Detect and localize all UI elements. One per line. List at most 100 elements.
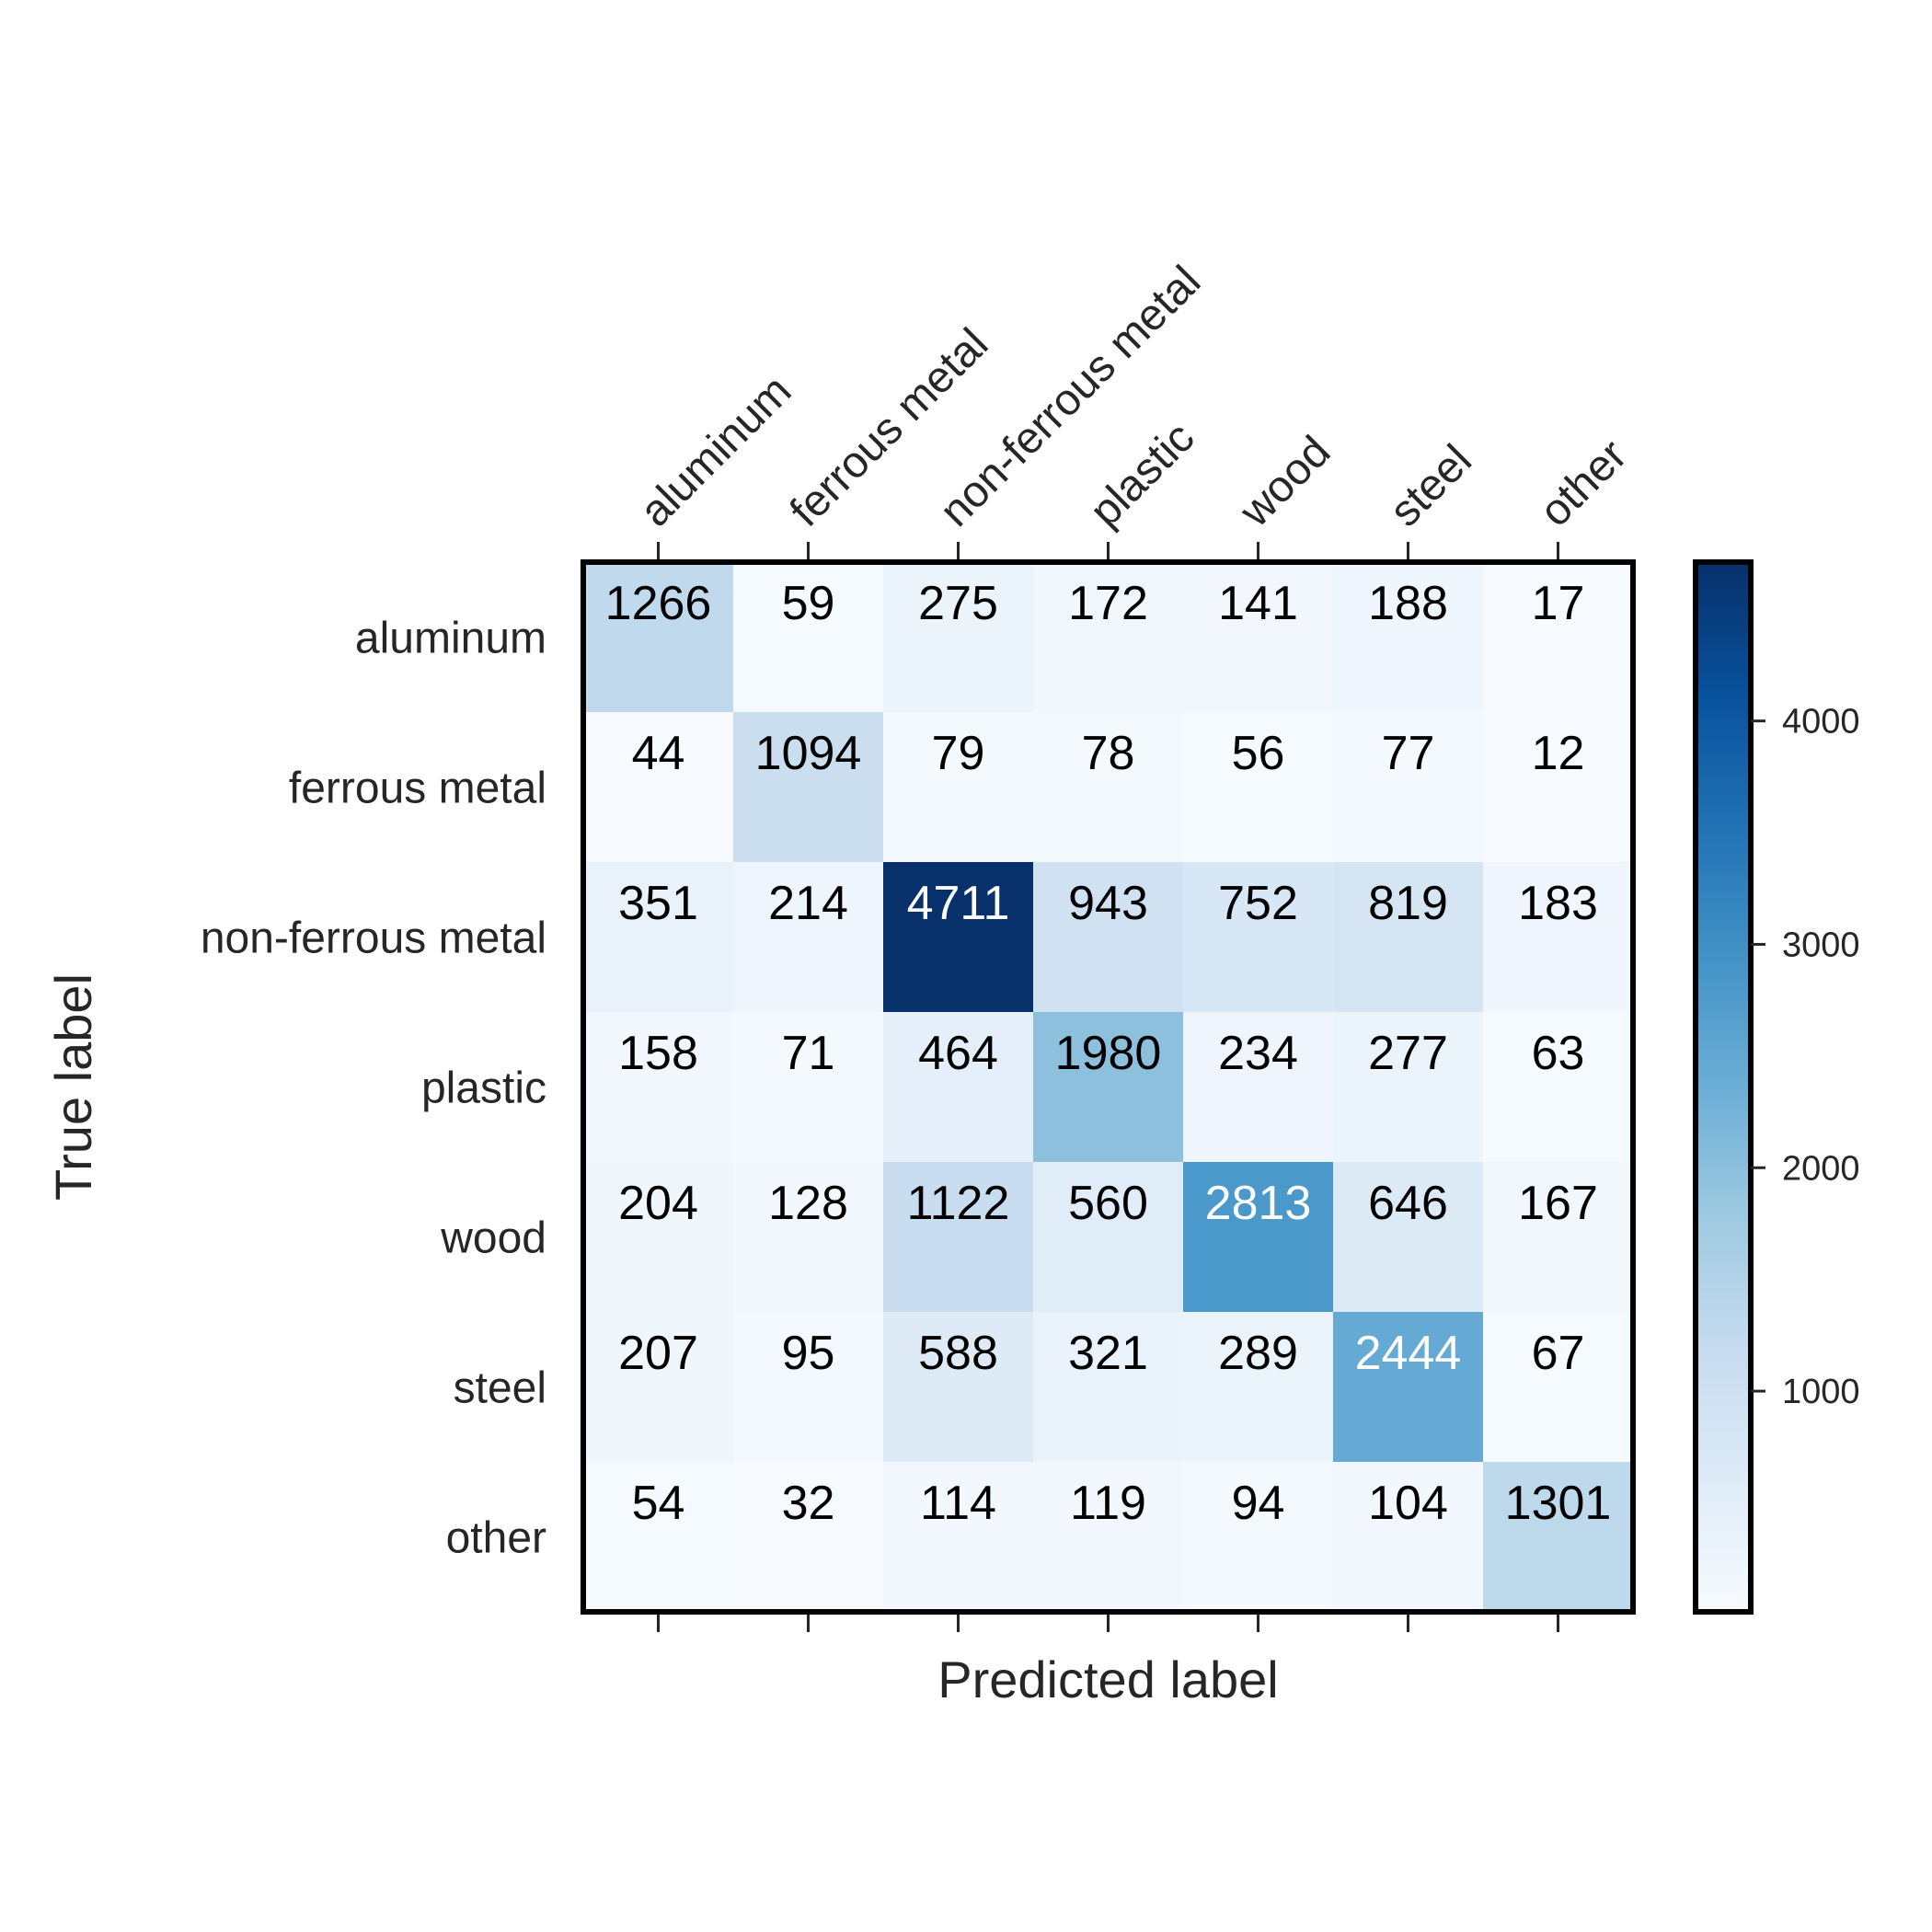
heatmap-cell-aluminum-non-ferrous-metal bbox=[883, 562, 1034, 713]
cell-value-label: 188 bbox=[1368, 577, 1448, 630]
cell-value-label: 71 bbox=[782, 1027, 835, 1080]
heatmap-cell-plastic-non-ferrous-metal bbox=[883, 1012, 1034, 1163]
y-axis-ticks: aluminum ferrous metal non-ferrous metal pl… bbox=[201, 615, 546, 1563]
colorbar-tick-label: 2000 bbox=[1782, 1149, 1860, 1188]
heatmap-cell-wood-steel bbox=[1333, 1162, 1484, 1313]
heatmap-cell-ferrous-metal-plastic bbox=[1033, 712, 1184, 863]
cell-value-label: 32 bbox=[782, 1477, 835, 1530]
heatmap-cell-aluminum-ferrous-metal bbox=[733, 562, 884, 713]
heatmap-cell-steel-aluminum bbox=[583, 1312, 734, 1463]
heatmap-cell-aluminum-steel bbox=[1333, 562, 1484, 713]
x-tick-label-other: other bbox=[1531, 431, 1637, 536]
cell-value-label: 183 bbox=[1518, 877, 1598, 930]
x-tick-label-aluminum: aluminum bbox=[631, 366, 801, 536]
x-tick-label-non-ferrous-metal: non-ferrous metal bbox=[931, 257, 1210, 535]
heatmap-cell-steel-other bbox=[1483, 1312, 1634, 1463]
y-tick-label-non-ferrous-metal: non-ferrous metal bbox=[201, 914, 546, 963]
heatmap-cell-other-plastic bbox=[1033, 1462, 1184, 1613]
heatmap-cell-wood-aluminum bbox=[583, 1162, 734, 1313]
heatmap-cell-ferrous-metal-non-ferrous-metal bbox=[883, 712, 1034, 863]
heatmap-cell-other-ferrous-metal bbox=[733, 1462, 884, 1613]
heatmap-cell-aluminum-aluminum bbox=[583, 562, 734, 713]
cell-value-label: 172 bbox=[1068, 577, 1148, 630]
cell-value-label: 207 bbox=[618, 1327, 698, 1380]
cell-value-label: 95 bbox=[782, 1327, 835, 1380]
cell-value-label: 277 bbox=[1368, 1027, 1448, 1080]
cell-value-label: 17 bbox=[1532, 577, 1585, 630]
heatmap-cell-wood-plastic bbox=[1033, 1162, 1184, 1313]
heatmap-cell-wood-ferrous-metal bbox=[733, 1162, 884, 1313]
heatmap-cell-ferrous-metal-wood bbox=[1183, 712, 1334, 863]
cell-value-label: 104 bbox=[1368, 1477, 1448, 1530]
heatmap-cell-aluminum-plastic bbox=[1033, 562, 1184, 713]
cell-value-label: 56 bbox=[1232, 727, 1285, 780]
cell-value-label: 44 bbox=[632, 727, 685, 780]
heatmap-cell-ferrous-metal-ferrous-metal bbox=[733, 712, 884, 863]
cell-value-label: 819 bbox=[1368, 877, 1448, 930]
y-tick-label-ferrous-metal: ferrous metal bbox=[289, 765, 546, 813]
heatmap-cell-non-ferrous-metal-wood bbox=[1183, 862, 1334, 1013]
y-tick-label-other: other bbox=[446, 1514, 546, 1563]
heatmap-cell-wood-wood bbox=[1183, 1162, 1334, 1313]
heatmap-cell-plastic-steel bbox=[1333, 1012, 1484, 1163]
heatmap-cell-steel-non-ferrous-metal bbox=[883, 1312, 1034, 1463]
heatmap-cell-steel-steel bbox=[1333, 1312, 1484, 1463]
heatmap-cell-non-ferrous-metal-plastic bbox=[1033, 862, 1184, 1013]
heatmap-cell-aluminum-other bbox=[1483, 562, 1634, 713]
cell-value-label: 63 bbox=[1532, 1027, 1585, 1080]
cell-value-label: 943 bbox=[1068, 877, 1148, 930]
x-tick-label-steel: steel bbox=[1381, 436, 1481, 536]
cell-value-label: 1980 bbox=[1055, 1027, 1162, 1080]
cell-value-label: 67 bbox=[1532, 1327, 1585, 1380]
cell-value-label: 275 bbox=[918, 577, 998, 630]
heatmap-cell-non-ferrous-metal-ferrous-metal bbox=[733, 862, 884, 1013]
cell-value-label: 79 bbox=[932, 727, 985, 780]
cell-value-label: 204 bbox=[618, 1177, 698, 1230]
cell-value-label: 158 bbox=[618, 1027, 698, 1080]
y-tick-label-plastic: plastic bbox=[421, 1064, 546, 1113]
heatmap-cell-other-steel bbox=[1333, 1462, 1484, 1613]
heatmap-cell-other-wood bbox=[1183, 1462, 1334, 1613]
colorbar-tick-label: 1000 bbox=[1782, 1373, 1860, 1411]
cell-value-label: 1094 bbox=[755, 727, 862, 780]
cell-value-label: 234 bbox=[1218, 1027, 1298, 1080]
cell-value-label: 560 bbox=[1068, 1177, 1148, 1230]
heatmap-cell-wood-other bbox=[1483, 1162, 1634, 1313]
cell-value-label: 588 bbox=[918, 1327, 998, 1380]
cell-value-label: 77 bbox=[1382, 727, 1435, 780]
heatmap-cell-other-non-ferrous-metal bbox=[883, 1462, 1034, 1613]
cell-value-label: 114 bbox=[920, 1477, 996, 1530]
cell-value-label: 167 bbox=[1518, 1177, 1598, 1230]
cell-value-label: 119 bbox=[1070, 1477, 1146, 1530]
cell-value-label: 1122 bbox=[907, 1177, 1010, 1230]
x-axis-label: Predicted label bbox=[937, 1650, 1278, 1708]
cell-value-label: 54 bbox=[632, 1477, 685, 1530]
y-tick-label-aluminum: aluminum bbox=[355, 615, 546, 663]
heatmap-cell-steel-plastic bbox=[1033, 1312, 1184, 1463]
heatmap-cell-plastic-other bbox=[1483, 1012, 1634, 1163]
heatmap-cell-wood-non-ferrous-metal bbox=[883, 1162, 1034, 1313]
cell-value-label: 1301 bbox=[1505, 1477, 1612, 1530]
x-tick-label-plastic: plastic bbox=[1081, 413, 1204, 536]
heatmap-cell-plastic-wood bbox=[1183, 1012, 1334, 1163]
heatmap-cell-plastic-plastic bbox=[1033, 1012, 1184, 1163]
heatmap-cell-ferrous-metal-aluminum bbox=[583, 712, 734, 863]
cell-value-label: 464 bbox=[918, 1027, 998, 1080]
cell-value-label: 12 bbox=[1532, 727, 1585, 780]
heatmap-cell-other-other bbox=[1483, 1462, 1634, 1613]
heatmap-cell-non-ferrous-metal-non-ferrous-metal bbox=[883, 862, 1034, 1013]
cell-value-label: 59 bbox=[782, 577, 835, 630]
heatmap-cells bbox=[583, 562, 1634, 1613]
cell-value-label: 321 bbox=[1068, 1327, 1148, 1380]
heatmap-cell-aluminum-wood bbox=[1183, 562, 1334, 713]
heatmap-cell-steel-ferrous-metal bbox=[733, 1312, 884, 1463]
y-tick-label-steel: steel bbox=[454, 1364, 546, 1413]
heatmap-cell-ferrous-metal-steel bbox=[1333, 712, 1484, 863]
cell-value-label: 2444 bbox=[1355, 1327, 1462, 1380]
cell-value-label: 141 bbox=[1218, 577, 1298, 630]
colorbar-tick-label: 3000 bbox=[1782, 926, 1860, 964]
cell-value-label: 1266 bbox=[605, 577, 712, 630]
cell-value-label: 289 bbox=[1218, 1327, 1298, 1380]
cell-value-label: 214 bbox=[768, 877, 848, 930]
